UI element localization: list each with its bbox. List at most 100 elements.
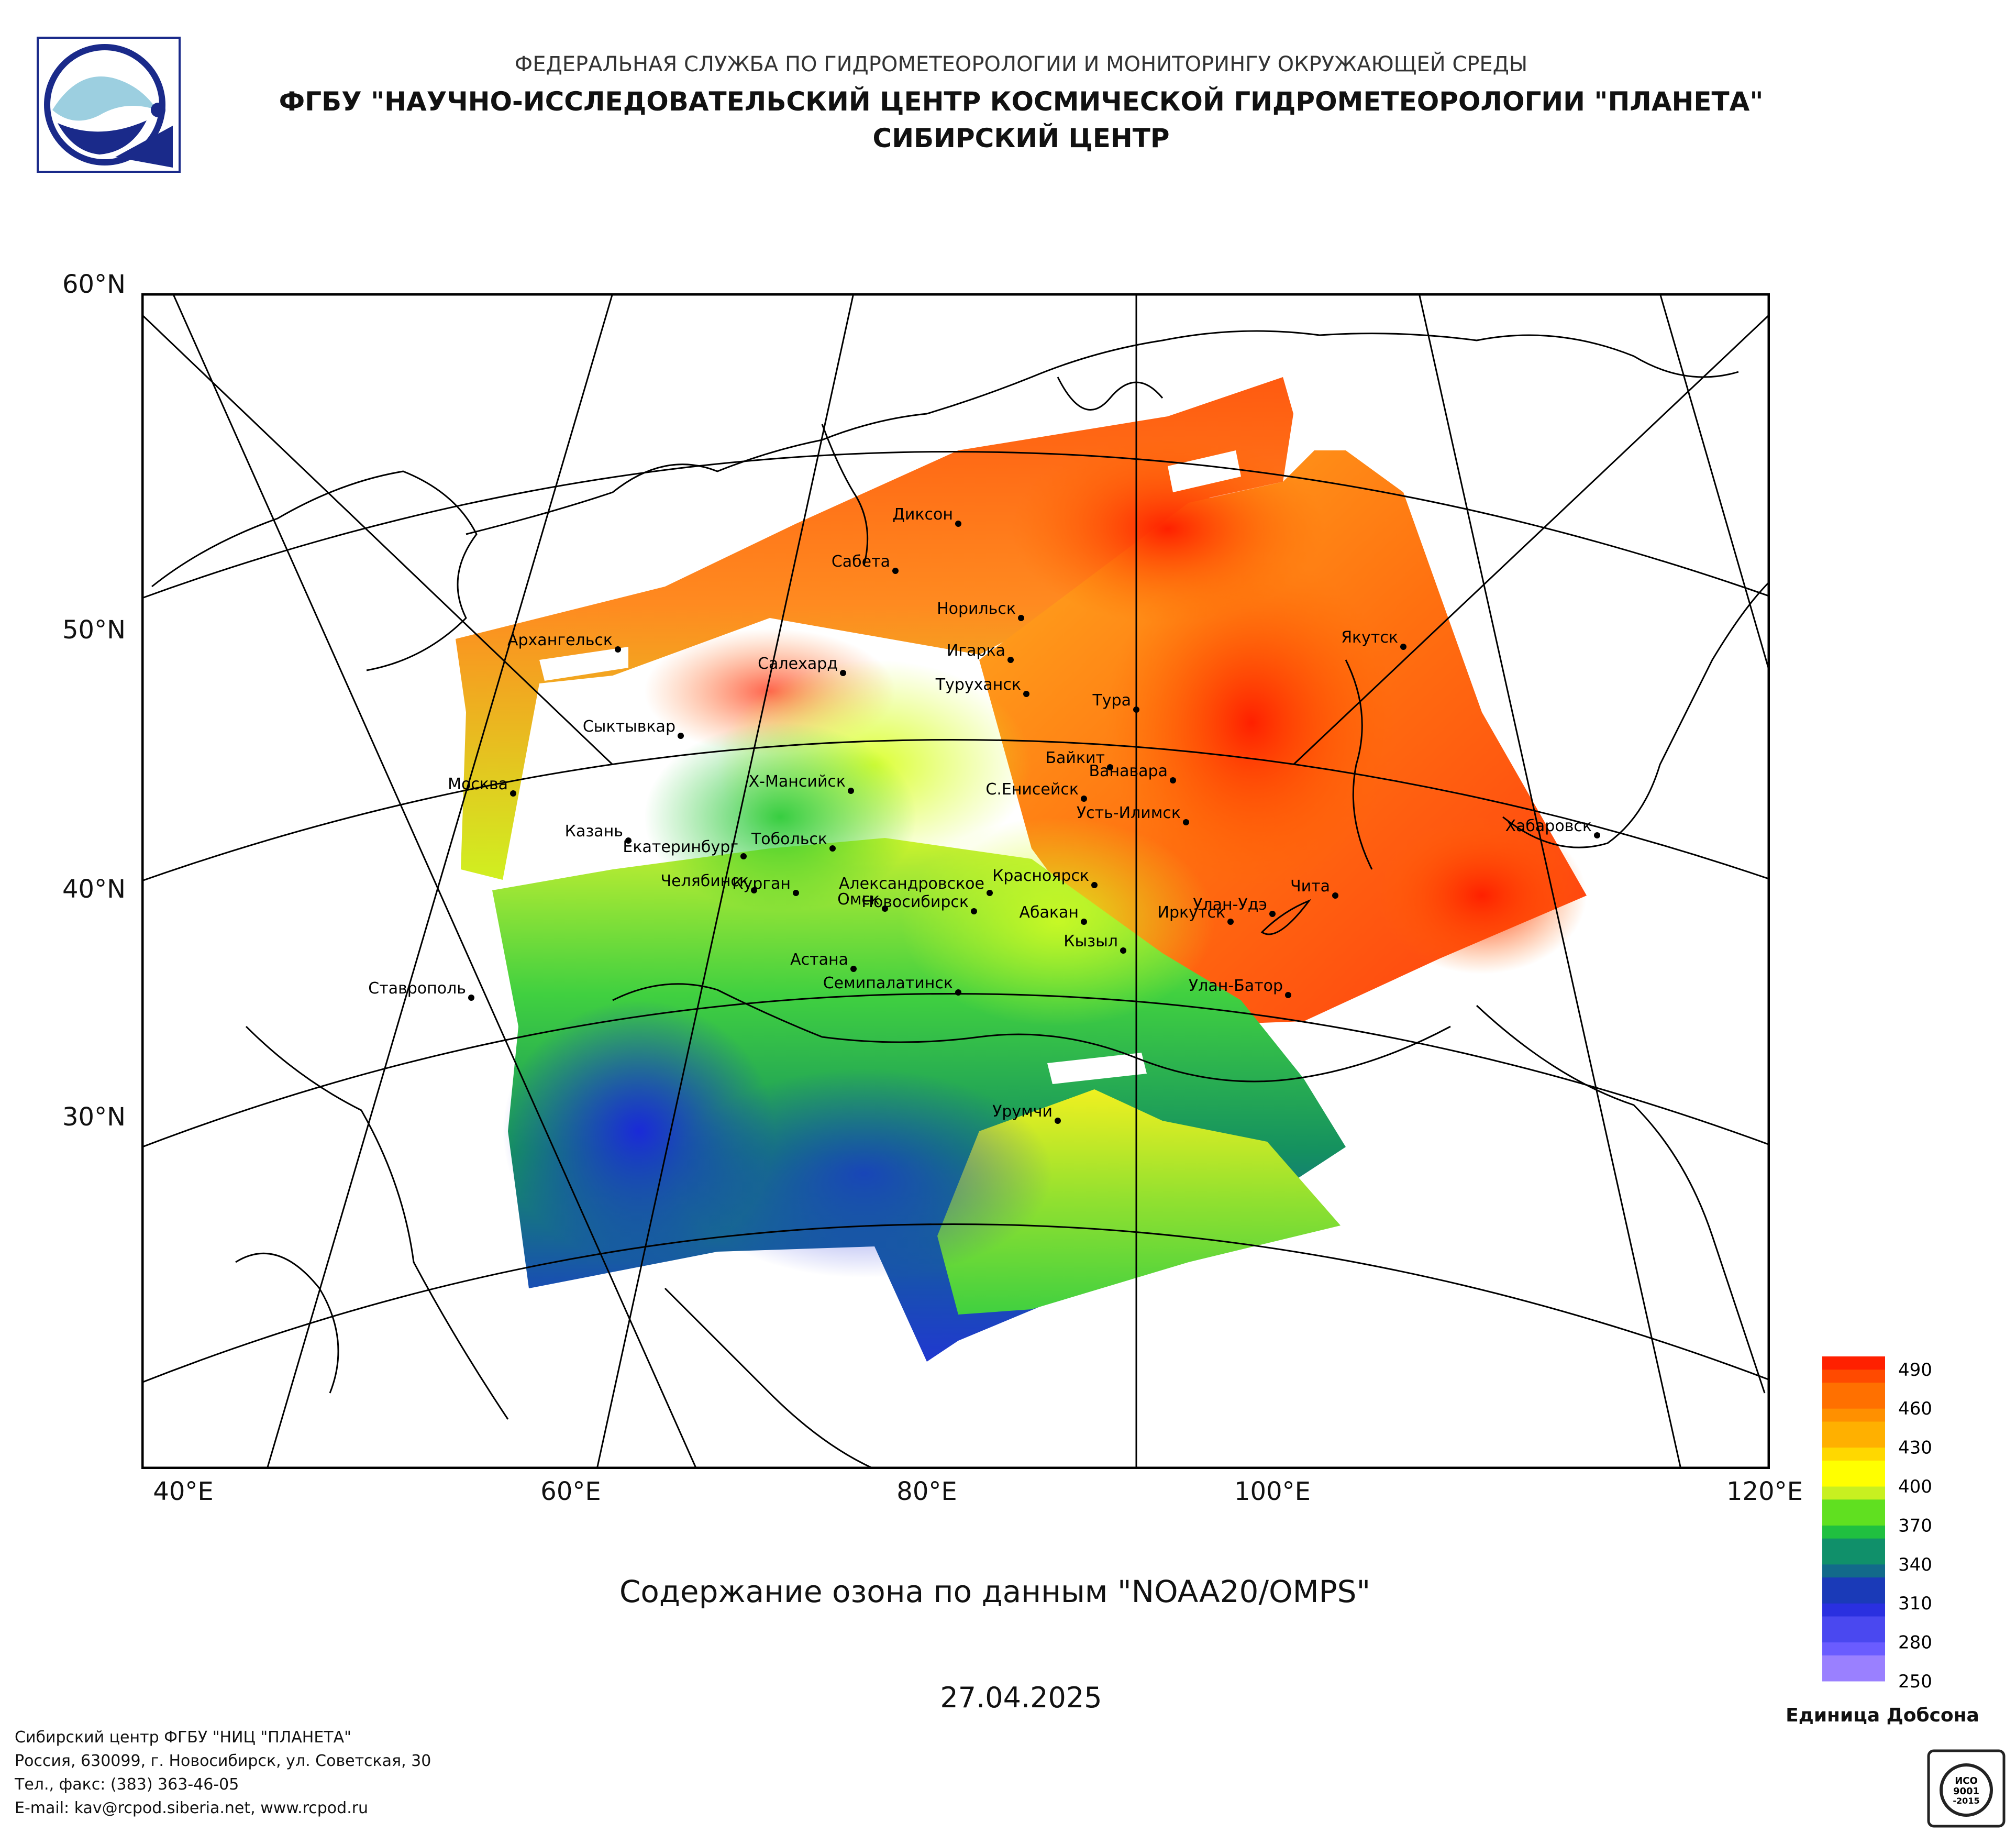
lon-label-40e: 40°E — [153, 1477, 214, 1506]
legend-swatch — [1822, 1603, 1885, 1617]
city-19-label: Екатеринбург — [623, 838, 738, 856]
city-32-label: Ставрополь — [368, 979, 466, 998]
city-21-label: Курган — [732, 875, 791, 893]
city-28-marker — [1081, 919, 1087, 925]
legend-color-bar — [1822, 1356, 1885, 1682]
city-23-marker — [1091, 882, 1098, 888]
city-35-label: Урумчи — [992, 1102, 1053, 1121]
city-10-marker — [1107, 764, 1113, 770]
city-9-marker — [678, 733, 684, 739]
planeta-logo — [37, 37, 181, 173]
header-line-center: СИБИРСКИЙ ЦЕНТР — [872, 123, 1170, 153]
footer-email: E-mail: kav@rcpod.siberia.net, www.rcpod… — [15, 1799, 369, 1817]
city-0-label: Диксон — [892, 505, 953, 524]
legend-swatch — [1822, 1434, 1885, 1448]
city-30-marker — [1120, 947, 1126, 954]
city-16-label: Хабаровск — [1505, 817, 1592, 835]
city-29-marker — [1227, 919, 1234, 925]
city-24-marker — [1332, 892, 1338, 899]
legend-swatch — [1822, 1616, 1885, 1630]
city-8-marker — [1400, 644, 1406, 650]
city-27-label: Улан-Удэ — [1193, 896, 1267, 914]
city-34-label: Улан-Батор — [1189, 977, 1283, 995]
ozone-map: Диксон Сабета Норильск Игарка Архангельск Сал… — [141, 293, 1770, 1469]
city-21-marker — [793, 890, 799, 896]
legend-swatch — [1822, 1408, 1885, 1422]
city-6-marker — [1023, 691, 1029, 697]
lon-label-80e: 80°E — [896, 1477, 957, 1506]
legend-swatch — [1822, 1629, 1885, 1643]
city-18-marker — [829, 845, 836, 852]
city-33-marker — [955, 989, 961, 996]
legend-tick-460: 460 — [1898, 1398, 1932, 1419]
city-4-label: Архангельск — [507, 631, 613, 649]
iso-certification-badge: ИСО 9001 -2015 — [1927, 1749, 2006, 1828]
legend-swatch — [1822, 1538, 1885, 1552]
header-line-agency: ФЕДЕРАЛЬНАЯ СЛУЖБА ПО ГИДРОМЕТЕОРОЛОГИИ … — [514, 52, 1528, 76]
badge-text-3: -2015 — [1953, 1796, 1979, 1806]
city-3-label: Игарка — [947, 642, 1005, 660]
graticule — [141, 293, 1770, 1469]
city-2-label: Норильск — [937, 600, 1016, 618]
legend-swatch — [1822, 1499, 1885, 1513]
city-26-marker — [971, 908, 977, 914]
lat-label-30n: 30°N — [62, 1102, 126, 1132]
badge-text-2: 9001 — [1953, 1786, 1979, 1797]
city-5-marker — [840, 670, 846, 676]
city-0-marker — [955, 521, 961, 527]
coastlines — [151, 330, 1770, 1469]
legend-swatch — [1822, 1473, 1885, 1487]
legend-tick-340: 340 — [1898, 1554, 1932, 1575]
map-date: 27.04.2025 — [940, 1681, 1102, 1714]
lat-label-40n: 40°N — [62, 875, 126, 904]
legend-swatch — [1822, 1655, 1885, 1669]
legend-tick-490: 490 — [1898, 1360, 1932, 1381]
color-legend: 490 460 430 400 370 340 310 280 250 — [1822, 1356, 1932, 1692]
city-9-label: Сыктывкар — [583, 717, 675, 736]
city-14-marker — [1081, 796, 1087, 802]
city-32-marker — [468, 995, 474, 1001]
city-7-marker — [1133, 706, 1139, 713]
legend-ticks: 490 460 430 400 370 340 310 280 250 — [1898, 1360, 1932, 1692]
city-15-label: Усть-Илимск — [1077, 804, 1181, 822]
city-25-marker — [882, 906, 888, 912]
footer-address: Россия, 630099, г. Новосибирск, ул. Сове… — [15, 1752, 431, 1770]
legend-tick-430: 430 — [1898, 1438, 1932, 1459]
city-20-label: Челябинск — [661, 872, 749, 890]
city-22-marker — [987, 890, 993, 896]
legend-tick-400: 400 — [1898, 1476, 1932, 1497]
legend-swatch — [1822, 1590, 1885, 1604]
legend-swatch — [1822, 1525, 1885, 1539]
city-5-label: Салехард — [758, 655, 838, 673]
legend-swatch — [1822, 1356, 1885, 1370]
city-28-label: Абакан — [1019, 903, 1079, 922]
city-11-label: Ванавара — [1089, 762, 1168, 780]
legend-swatch — [1822, 1577, 1885, 1591]
city-12-label: Москва — [448, 775, 508, 793]
legend-swatch — [1822, 1668, 1885, 1682]
legend-swatch — [1822, 1382, 1885, 1396]
city-27-marker — [1269, 911, 1276, 917]
city-14-label: С.Енисейск — [985, 780, 1079, 799]
city-13-label: Х-Мансийск — [749, 772, 846, 791]
city-2-marker — [1018, 615, 1024, 621]
legend-swatch — [1822, 1460, 1885, 1474]
header-line-institute: ФГБУ "НАУЧНО-ИССЛЕДОВАТЕЛЬСКИЙ ЦЕНТР КОС… — [279, 86, 1764, 117]
city-23-label: Красноярск — [992, 867, 1089, 885]
city-12-marker — [510, 790, 516, 797]
lat-label-60n: 60°N — [62, 270, 126, 299]
legend-swatch — [1822, 1395, 1885, 1409]
legend-tick-250: 250 — [1898, 1671, 1932, 1692]
city-1-label: Сабета — [832, 553, 890, 571]
footer-phone: Тел., факс: (383) 363-46-05 — [15, 1775, 239, 1794]
legend-swatch — [1822, 1447, 1885, 1461]
legend-swatch — [1822, 1551, 1885, 1565]
legend-swatch — [1822, 1564, 1885, 1578]
lat-label-50n: 50°N — [62, 615, 126, 645]
city-17-label: Казань — [565, 822, 623, 841]
city-15-marker — [1183, 819, 1189, 825]
city-25-label: Омск — [837, 890, 880, 909]
city-10-label: Байкит — [1045, 749, 1105, 767]
map-title: Содержание озона по данным "NOAA20/OMPS" — [619, 1574, 1371, 1609]
legend-tick-370: 370 — [1898, 1515, 1932, 1536]
